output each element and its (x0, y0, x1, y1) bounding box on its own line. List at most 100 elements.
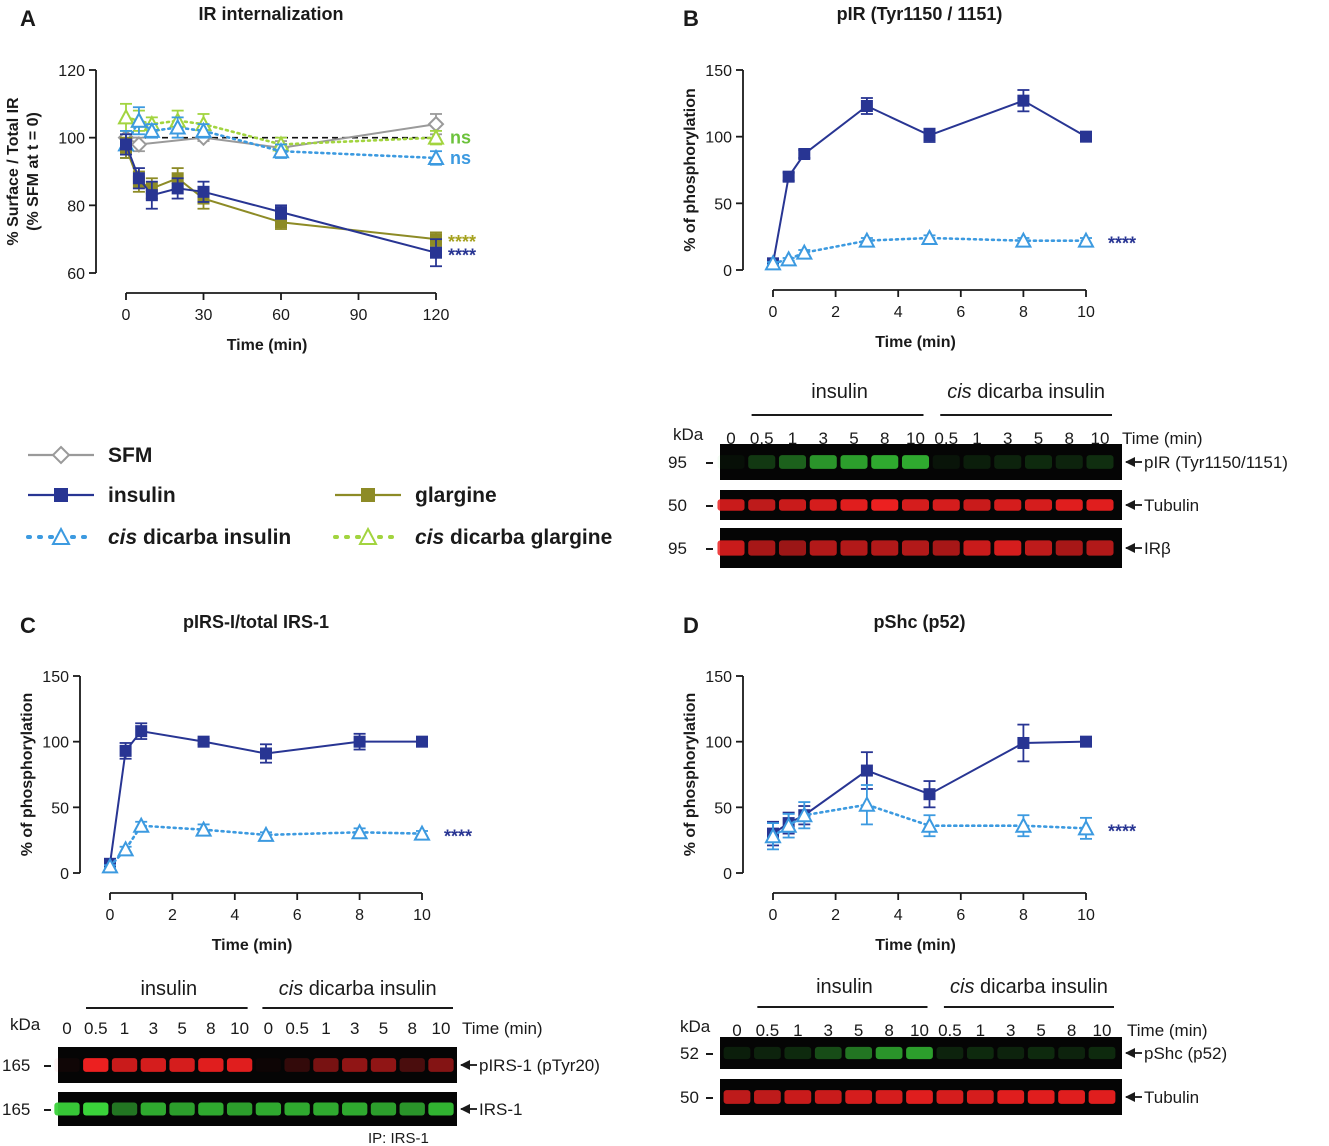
insulin-marker (1080, 130, 1092, 143)
blot-band (313, 1058, 339, 1072)
arrow-icon (1125, 457, 1135, 467)
cis_insulin-marker (858, 231, 876, 248)
italic-cis: cis (950, 976, 974, 998)
lane-label: 3 (350, 1019, 359, 1038)
insulin-marker (135, 725, 148, 738)
lane-label: 10 (1093, 1021, 1112, 1040)
blot-band (399, 1058, 425, 1072)
group-label-insulin: insulin (816, 976, 873, 998)
series-insulin (120, 133, 442, 268)
insulin-marker (1080, 735, 1092, 748)
lane-label: 0 (726, 429, 735, 448)
time-label: Time (min) (1122, 429, 1203, 448)
blot-band (1027, 1090, 1055, 1104)
blot-band (399, 1102, 425, 1116)
x-tick-label: 0 (106, 907, 115, 924)
blot-band (901, 540, 930, 556)
blot-band (997, 1046, 1025, 1060)
lane-label: 1 (976, 1021, 985, 1040)
chart-A: A IR internalization 60 80 100 120 0 30 60 90 120 T… (5, 4, 476, 354)
panel-letter: A (20, 6, 36, 31)
x-tick-label: 2 (168, 907, 177, 924)
blot-row: 50 Tubulin (680, 1079, 1199, 1115)
blot-row: 165 IRS-1 (2, 1092, 522, 1126)
cis_insulin-marker (132, 816, 150, 833)
blot-band (963, 455, 991, 469)
y-tick-label: 80 (67, 198, 85, 215)
y-tick-label: 150 (705, 669, 732, 686)
lane-label: 5 (177, 1019, 186, 1038)
lane-label: 1 (120, 1019, 129, 1038)
cis_insulin-marker (272, 142, 290, 159)
band-label: Tubulin (1144, 1088, 1199, 1107)
cis_insulin-marker (858, 795, 876, 812)
band-label: pShc (p52) (1144, 1044, 1227, 1063)
blot-band (1027, 1046, 1055, 1060)
blot-band (342, 1058, 368, 1072)
lane-label: 1 (321, 1019, 330, 1038)
x-tick-label: 90 (350, 307, 368, 324)
x-tick-label: 10 (1077, 304, 1095, 321)
x-tick-label: 10 (413, 907, 431, 924)
blot-band (906, 1090, 933, 1104)
x-axis-label: Time (min) (227, 337, 308, 354)
blot-band (932, 540, 960, 556)
arrow-icon (1125, 500, 1135, 510)
chart-title: IR internalization (198, 4, 343, 24)
mw-marker: 50 (668, 496, 687, 515)
x-tick-label: 120 (423, 307, 450, 324)
blot-band (932, 499, 960, 511)
y-tick-label: 100 (42, 735, 69, 752)
lane-label: 10 (432, 1019, 451, 1038)
blot-band (198, 1102, 224, 1116)
y-tick-label: 50 (51, 800, 69, 817)
blot-band (871, 455, 899, 469)
lane-label: 10 (1091, 429, 1110, 448)
blot-band (845, 1090, 873, 1104)
mw-marker: 95 (668, 539, 687, 558)
western-blot-B: insulin cis dicarba insulin kDa 0 0.5 1 3 5 8 10 0… (668, 381, 1288, 568)
lane-label: 5 (849, 429, 858, 448)
panel-letter: D (683, 613, 699, 638)
blot-band (1055, 540, 1083, 556)
insulin-marker (275, 206, 287, 219)
blot-row: 52 pShc (p52) (680, 1037, 1227, 1069)
blot-band (809, 540, 837, 556)
blot-band (809, 455, 837, 469)
insulin-marker (798, 148, 811, 160)
chart-title: pIRS-I/total IRS-1 (183, 612, 329, 632)
blot-band (1086, 499, 1114, 511)
blot-band (840, 455, 868, 469)
legend-item-cis_glargine: cis dicarba glargine (333, 526, 612, 549)
blot-band (936, 1090, 964, 1104)
y-axis-label: % of phosphorylation (19, 693, 36, 857)
lane-label: 3 (1003, 429, 1012, 448)
x-tick-label: 0 (769, 304, 778, 321)
western-blot-D: insulin cis dicarba insulin kDa 0 0.5 1 3 5 8 10 0… (680, 976, 1227, 1115)
time-label: Time (min) (462, 1019, 543, 1038)
blot-band (1088, 1090, 1116, 1104)
lane-label: 3 (149, 1019, 158, 1038)
arrow-icon (460, 1104, 470, 1114)
kda-label: kDa (673, 425, 704, 444)
cis_insulin-marker (350, 823, 369, 840)
cis_insulin-marker (194, 121, 213, 138)
blot-band (997, 1090, 1025, 1104)
band-label: pIR (Tyr1150/1151) (1144, 453, 1288, 472)
lane-label: 5 (379, 1019, 388, 1038)
cis_insulin-marker (920, 816, 939, 833)
blot-band (748, 540, 776, 556)
insulin-marker (923, 129, 936, 142)
band-label: IRS-1 (479, 1100, 522, 1119)
lane-label: 10 (906, 429, 925, 448)
blot-band (754, 1090, 781, 1104)
mw-marker: 165 (2, 1056, 30, 1075)
blot-band (342, 1102, 368, 1116)
x-tick-label: 0 (769, 907, 778, 924)
cis_insulin-marker (764, 254, 782, 271)
x-tick-label: 8 (1019, 304, 1028, 321)
blot-band (871, 499, 899, 511)
cis_insulin-marker (1077, 819, 1095, 836)
